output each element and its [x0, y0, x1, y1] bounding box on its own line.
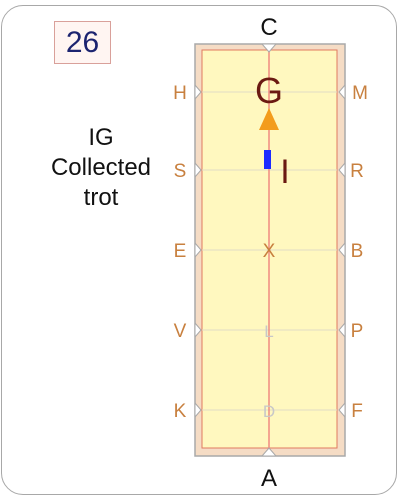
marker-notch-m [338, 83, 346, 101]
marker-notch-k [194, 401, 202, 419]
marker-notch-p [338, 321, 346, 339]
letter-f: F [351, 401, 363, 422]
marker-notch-a [260, 447, 278, 457]
marker-notch-v [194, 321, 202, 339]
test-number-badge: 26 [54, 21, 111, 64]
letter-a: A [261, 465, 277, 492]
marker-notch-r [338, 161, 346, 179]
marker-notch-e [194, 241, 202, 259]
letter-k: K [174, 401, 187, 422]
letter-m: M [352, 83, 368, 104]
movement-line-1: Collected [50, 154, 152, 181]
letter-x: X [263, 241, 276, 262]
marker-notch-f [338, 401, 346, 419]
letter-c: C [260, 14, 277, 41]
marker-notch-s [194, 161, 202, 179]
marker-notch-b [338, 241, 346, 259]
letter-d: D [263, 402, 275, 421]
letter-v: V [174, 321, 187, 342]
letter-e: E [174, 241, 187, 262]
letter-p: P [351, 321, 364, 342]
movement-description: IG Collected trot [28, 123, 174, 213]
letter-s: S [174, 161, 187, 182]
letter-h: H [173, 83, 187, 104]
horse-rider-marker-icon [264, 150, 271, 169]
letter-b: B [351, 241, 364, 262]
letter-g: G [255, 70, 283, 111]
letter-i: I [280, 153, 289, 191]
marker-notch-c [260, 43, 278, 53]
movement-line-2: trot [83, 184, 119, 211]
letter-r: R [350, 161, 364, 182]
wall-markers [194, 43, 346, 457]
movement-code: IG [88, 124, 114, 151]
up-triangle-arrow-icon [259, 108, 279, 130]
marker-notch-h [194, 83, 202, 101]
letter-l: L [264, 322, 273, 341]
